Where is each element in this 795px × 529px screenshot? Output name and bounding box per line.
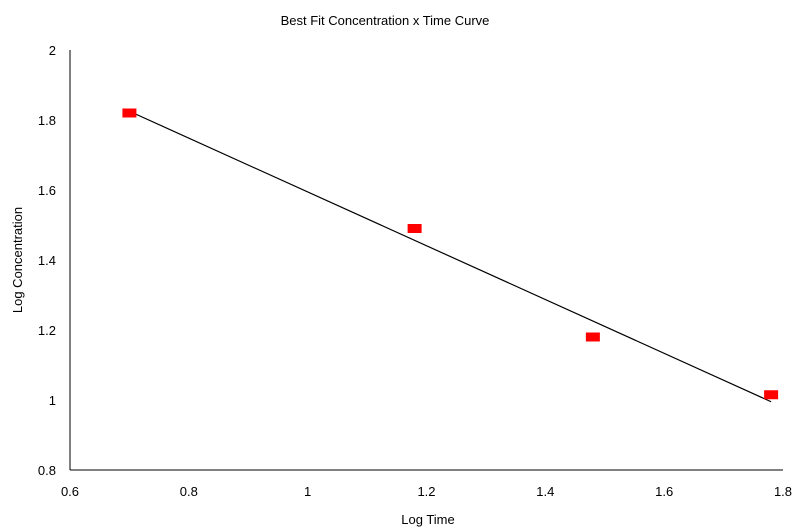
y-tick-label: 1.4 [38, 253, 56, 268]
data-point [407, 224, 422, 233]
y-tick-label: 1 [49, 393, 56, 408]
y-tick-label: 2 [49, 43, 56, 58]
x-axis-label: Log Time [401, 512, 454, 527]
plot-area [69, 50, 783, 471]
y-tick-label: 1.2 [38, 323, 56, 338]
x-tick-label: 1.2 [417, 484, 435, 499]
x-tick-label: 1.6 [655, 484, 673, 499]
y-tick-label: 1.8 [38, 113, 56, 128]
x-tick-label: 1 [304, 484, 311, 499]
y-axis-label: Log Concentration [10, 207, 25, 313]
y-tick-label: 0.8 [38, 463, 56, 478]
chart-title: Best Fit Concentration x Time Curve [281, 13, 490, 28]
y-tick-label: 1.6 [38, 183, 56, 198]
y-axis-ticks: 0.8 1 1.2 1.4 1.6 1.8 2 [38, 43, 56, 478]
x-tick-label: 1.8 [774, 484, 792, 499]
x-tick-label: 1.4 [536, 484, 554, 499]
x-tick-label: 0.6 [61, 484, 79, 499]
data-point [122, 108, 137, 118]
x-tick-label: 0.8 [180, 484, 198, 499]
data-point [764, 390, 779, 400]
trend-line [129, 110, 772, 403]
data-point [585, 332, 600, 342]
x-axis-ticks: 0.6 0.8 1 1.2 1.4 1.6 1.8 [61, 484, 792, 499]
